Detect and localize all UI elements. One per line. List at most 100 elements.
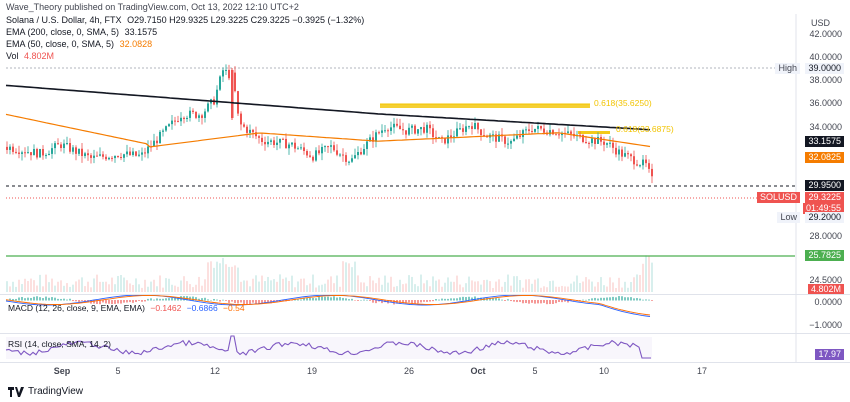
macd-pane-divider[interactable]: [0, 294, 850, 295]
volume-bar: [441, 286, 443, 292]
macd-histogram-bar: [327, 296, 329, 301]
macd-histogram-bar: [534, 300, 536, 304]
xtick-10: 10: [598, 366, 610, 376]
xtick-sep: Sep: [53, 366, 71, 376]
candle-body: [129, 151, 131, 155]
volume-bar: [414, 284, 416, 292]
volume-bar: [126, 280, 128, 292]
volume-bar: [72, 284, 74, 292]
candle-body: [540, 126, 542, 129]
volume-bar: [471, 280, 473, 292]
volume-bar: [294, 287, 296, 292]
symbol-name: Solana / U.S. Dollar, 4h, FTX: [6, 15, 122, 25]
volume-bar: [558, 286, 560, 292]
macd-histogram-bar: [267, 300, 269, 304]
macd-histogram-bar: [612, 296, 614, 301]
volume-legend[interactable]: Vol 4.802M: [6, 51, 54, 61]
macd-histogram-bar: [129, 300, 131, 303]
macd-legend[interactable]: MACD (12, 26, close, 9, EMA, EMA) −0.146…: [8, 303, 245, 313]
macd-histogram-bar: [441, 298, 443, 301]
candle-body: [459, 128, 461, 130]
candle-body: [15, 151, 17, 153]
macd-histogram-bar: [492, 297, 494, 301]
volume-bar: [69, 286, 71, 292]
candle-body: [276, 142, 278, 145]
volume-bar: [186, 281, 188, 292]
ema50-price-box: 32.0825: [805, 152, 844, 163]
ema200-legend[interactable]: EMA (200, close, 0, SMA, 5) 33.1575: [6, 27, 157, 37]
macd-histogram-bar: [153, 299, 155, 301]
macd-histogram-bar: [66, 299, 68, 301]
candle-body: [78, 148, 80, 154]
symbol-tag: SOLUSD: [756, 192, 800, 203]
volume-bar: [270, 280, 272, 292]
tradingview-brand[interactable]: TradingView: [8, 386, 83, 397]
volume-bar: [462, 287, 464, 292]
ytick-40: 40.0000: [809, 52, 842, 62]
ema50-label: EMA (50, close, 0, SMA, 5): [6, 39, 115, 49]
candle-body: [72, 147, 74, 152]
macd-histogram-bar: [294, 299, 296, 301]
candle-body: [387, 130, 389, 132]
volume-bar: [216, 261, 218, 292]
macd-histogram-bar: [588, 299, 590, 301]
macd-histogram-bar: [279, 300, 281, 302]
macd-histogram-bar: [150, 298, 152, 301]
rsi-label[interactable]: RSI (14, close, SMA, 14, 2): [8, 339, 111, 349]
macd-histogram-bar: [432, 300, 434, 302]
volume-bar: [603, 285, 605, 292]
macd-histogram-bar: [144, 300, 146, 302]
candle-body: [453, 136, 455, 138]
candle-body: [288, 144, 290, 149]
candle-body: [372, 137, 374, 142]
volume-bar: [345, 262, 347, 292]
volume-bar: [195, 284, 197, 292]
macd-histogram-bar: [642, 299, 644, 301]
macd-histogram-bar: [648, 299, 650, 301]
candle-body: [417, 129, 419, 134]
volume-bar: [387, 282, 389, 292]
macd-histogram-bar: [417, 300, 419, 304]
volume-bar: [357, 275, 359, 292]
macd-histogram-bar: [99, 300, 101, 305]
volume-bar: [213, 267, 215, 292]
volume-bar: [474, 281, 476, 292]
macd-histogram-bar: [462, 296, 464, 301]
macd-histogram-bar: [411, 300, 413, 304]
candle-body: [366, 141, 368, 149]
volume-bar: [423, 283, 425, 292]
candle-body: [627, 153, 629, 155]
candle-body: [198, 115, 200, 118]
candle-body: [144, 152, 146, 154]
macd-signal-line: [5, 295, 651, 316]
candle-body: [108, 157, 110, 160]
rsi-pane-divider[interactable]: [0, 333, 850, 334]
volume-box: 4.802M: [807, 284, 844, 295]
symbol-legend[interactable]: Solana / U.S. Dollar, 4h, FTX O29.7150 H…: [6, 15, 364, 25]
candle-body: [645, 159, 647, 164]
candle-body: [93, 155, 95, 158]
volume-bar: [651, 262, 653, 292]
candle-body: [171, 120, 173, 125]
macd-histogram-bar: [336, 297, 338, 301]
rsi-line: [5, 335, 651, 359]
candle-body: [339, 154, 341, 156]
volume-bar: [42, 286, 44, 292]
candle-body: [405, 130, 407, 135]
macd-histogram-bar: [57, 298, 59, 301]
macd-histogram-bar: [309, 297, 311, 301]
macd-histogram-bar: [192, 296, 194, 301]
candle-body: [429, 124, 431, 129]
candle-body: [588, 142, 590, 144]
candle-body: [183, 117, 185, 120]
volume-bar: [639, 274, 641, 292]
candle-body: [447, 135, 449, 144]
volume-bar: [570, 283, 572, 292]
ema50-legend[interactable]: EMA (50, close, 0, SMA, 5) 32.0828: [6, 39, 152, 49]
macd-histogram-bar: [231, 300, 233, 302]
macd-histogram-bar: [459, 297, 461, 301]
volume-bar: [312, 274, 314, 292]
volume-bar: [342, 261, 344, 292]
macd-histogram-bar: [414, 300, 416, 304]
